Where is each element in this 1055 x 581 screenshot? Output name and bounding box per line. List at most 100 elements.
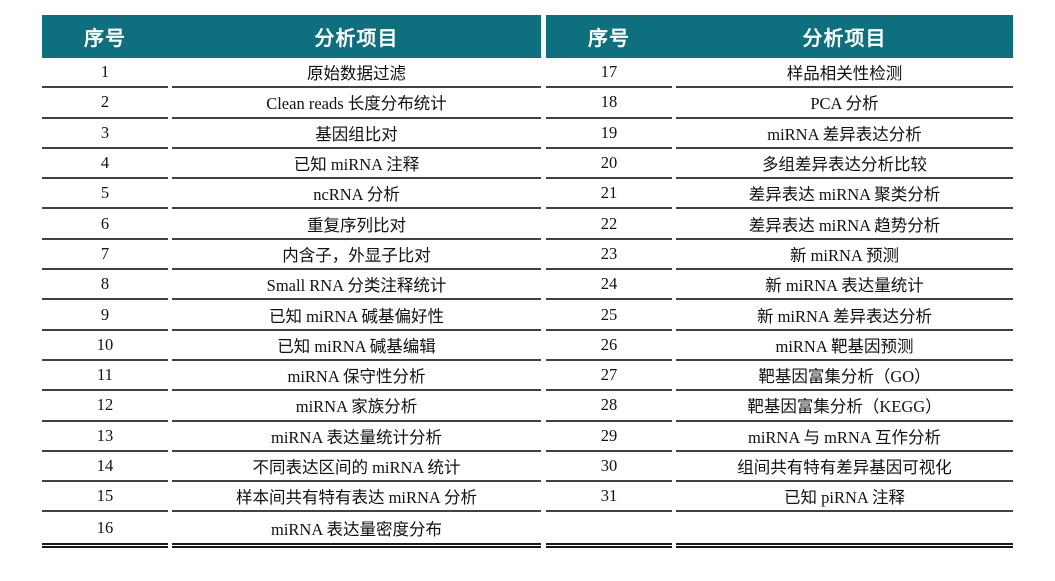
table-row: 1 原始数据过滤	[42, 58, 541, 89]
row-number-cell: 29	[546, 422, 672, 452]
row-number-cell: 13	[42, 422, 168, 452]
row-number-cell: 4	[42, 149, 168, 180]
analysis-item-cell: miRNA 保守性分析	[172, 361, 541, 392]
analysis-item-cell: ncRNA 分析	[172, 179, 541, 210]
table-row: 19 miRNA 差异表达分析	[546, 119, 1013, 149]
analysis-item-cell: 已知 piRNA 注释	[676, 482, 1013, 513]
row-number-cell: 11	[42, 361, 168, 392]
table-row: 12 miRNA 家族分析	[42, 391, 541, 422]
analysis-item-cell: Clean reads 长度分布统计	[172, 88, 541, 119]
table-row: 3 基因组比对	[42, 119, 541, 149]
table-row: 30 组间共有特有差异基因可视化	[546, 452, 1013, 483]
table-row: 31 已知 piRNA 注释	[546, 482, 1013, 513]
analysis-item-cell: 差异表达 miRNA 趋势分析	[676, 209, 1013, 240]
table-row: 5 ncRNA 分析	[42, 179, 541, 210]
analysis-item-cell: 新 miRNA 预测	[676, 240, 1013, 271]
row-number-cell: 23	[546, 240, 672, 271]
analysis-item-cell: 组间共有特有差异基因可视化	[676, 452, 1013, 483]
row-number-cell: 16	[96, 517, 114, 537]
analysis-item-cell: 原始数据过滤	[172, 58, 541, 89]
table-row: 27 靶基因富集分析（GO）	[546, 361, 1013, 392]
row-number-cell: 18	[546, 88, 672, 119]
column-header-analysis-item: 分析项目	[802, 28, 887, 50]
row-number-cell: 28	[546, 391, 672, 422]
analysis-item-cell: miRNA 差异表达分析	[676, 119, 1013, 149]
analysis-item-cell: 重复序列比对	[172, 209, 541, 240]
table-row: 13 miRNA 表达量统计分析	[42, 422, 541, 452]
table-row: 23 新 miRNA 预测	[546, 240, 1013, 271]
analysis-item-cell: 样品相关性检测	[676, 58, 1013, 89]
row-number-cell: 3	[42, 119, 168, 149]
analysis-item-cell: miRNA 表达量密度分布	[271, 519, 442, 539]
analysis-item-cell: miRNA 表达量统计分析	[172, 422, 541, 452]
table-row: 7 内含子，外显子比对	[42, 240, 541, 271]
table-row: 11 miRNA 保守性分析	[42, 361, 541, 392]
row-number-cell: 15	[42, 482, 168, 513]
analysis-item-cell	[676, 512, 1013, 542]
table-row: 14 不同表达区间的 miRNA 统计	[42, 452, 541, 483]
row-number-cell: 5	[42, 179, 168, 210]
analysis-item-cell: 新 miRNA 差异表达分析	[676, 300, 1013, 331]
row-number-cell: 27	[546, 361, 672, 392]
table-row: 2 Clean reads 长度分布统计	[42, 88, 541, 119]
column-header-analysis-item: 分析项目	[314, 28, 399, 50]
table-row: 26 miRNA 靶基因预测	[546, 331, 1013, 361]
row-number-cell: 24	[546, 270, 672, 301]
row-number-cell	[546, 512, 672, 542]
table-bottom-rule	[42, 542, 541, 548]
table-row: 29 miRNA 与 mRNA 互作分析	[546, 422, 1013, 452]
table-row: 24 新 miRNA 表达量统计	[546, 270, 1013, 301]
row-number-cell: 20	[546, 149, 672, 180]
row-number-cell: 30	[546, 452, 672, 483]
table-header-right: 序号 分析项目	[546, 15, 1013, 58]
analysis-item-cell: miRNA 靶基因预测	[676, 331, 1013, 361]
table-row: 6 重复序列比对	[42, 209, 541, 240]
row-number-cell: 22	[546, 209, 672, 240]
analysis-item-cell: 多组差异表达分析比较	[676, 149, 1013, 180]
row-number-cell: 25	[546, 300, 672, 331]
table-row: 18 PCA 分析	[546, 88, 1013, 119]
analysis-item-cell: 差异表达 miRNA 聚类分析	[676, 179, 1013, 210]
analysis-item-cell: PCA 分析	[676, 88, 1013, 119]
analysis-item-cell: 基因组比对	[172, 119, 541, 149]
table-row: 28 靶基因富集分析（KEGG）	[546, 391, 1013, 422]
row-number-cell: 6	[42, 209, 168, 240]
table-row: 21 差异表达 miRNA 聚类分析	[546, 179, 1013, 210]
row-number-cell: 7	[42, 240, 168, 271]
analysis-item-cell: 内含子，外显子比对	[172, 240, 541, 271]
row-number-cell: 9	[42, 300, 168, 331]
table-row: 22 差异表达 miRNA 趋势分析	[546, 209, 1013, 240]
table-row: 17 样品相关性检测	[546, 58, 1013, 89]
row-number-cell: 14	[42, 452, 168, 483]
analysis-item-cell: 靶基因富集分析（GO）	[676, 361, 1013, 392]
analysis-item-cell: 已知 miRNA 碱基编辑	[172, 331, 541, 361]
column-header-number: 序号	[84, 28, 126, 50]
row-number-cell: 19	[546, 119, 672, 149]
table-row: 10 已知 miRNA 碱基编辑	[42, 331, 541, 361]
row-number-cell: 26	[546, 331, 672, 361]
table-row: 20 多组差异表达分析比较	[546, 149, 1013, 180]
row-number-cell: 2	[42, 88, 168, 119]
row-number-cell: 1	[42, 58, 168, 89]
row-number-cell: 10	[42, 331, 168, 361]
analysis-item-cell: 已知 miRNA 碱基偏好性	[172, 300, 541, 331]
table-left-half: 序号 分析项目 1 原始数据过滤 2 Clean reads 长度分布统计 3 …	[42, 15, 541, 548]
table-row: 25 新 miRNA 差异表达分析	[546, 300, 1013, 331]
table-bottom-rule	[546, 542, 1013, 548]
row-number-cell: 12	[42, 391, 168, 422]
analysis-item-cell: 已知 miRNA 注释	[172, 149, 541, 180]
table-row: 15 样本间共有特有表达 miRNA 分析	[42, 482, 541, 513]
row-number-cell: 21	[546, 179, 672, 210]
table-row-empty	[546, 512, 1013, 542]
row-number-cell: 17	[546, 58, 672, 89]
analysis-item-cell: 新 miRNA 表达量统计	[676, 270, 1013, 301]
analysis-item-cell: 不同表达区间的 miRNA 统计	[172, 452, 541, 483]
analysis-item-cell: Small RNA 分类注释统计	[172, 270, 541, 301]
table-row: 9 已知 miRNA 碱基偏好性	[42, 300, 541, 331]
analysis-item-cell: miRNA 与 mRNA 互作分析	[676, 422, 1013, 452]
table-header-left: 序号 分析项目	[42, 15, 541, 58]
analysis-item-cell: 靶基因富集分析（KEGG）	[676, 391, 1013, 422]
analysis-item-cell: 样本间共有特有表达 miRNA 分析	[172, 482, 541, 513]
table-row: 4 已知 miRNA 注释	[42, 149, 541, 180]
analysis-items-table: 序号 分析项目 1 原始数据过滤 2 Clean reads 长度分布统计 3 …	[42, 15, 1013, 548]
